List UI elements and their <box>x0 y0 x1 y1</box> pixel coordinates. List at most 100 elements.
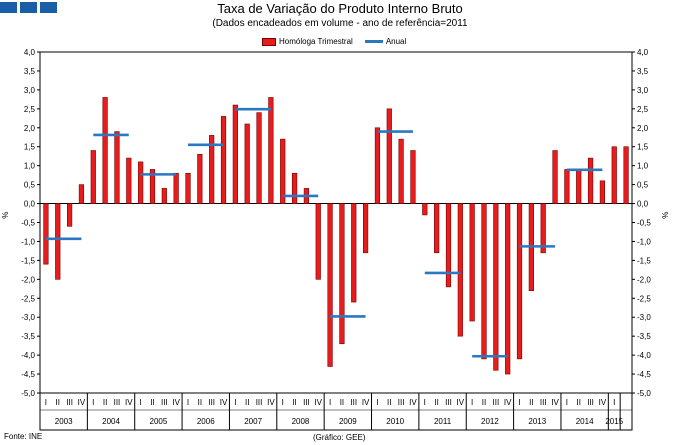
y-tick-label-right: -2,5 <box>637 294 651 303</box>
y-tick-label-left: -4,5 <box>21 370 35 379</box>
quarter-label: III <box>445 398 452 407</box>
year-label-2010: 2010 <box>386 417 404 426</box>
y-tick-label-left: 1,5 <box>24 143 36 152</box>
bar-q50 <box>623 146 629 204</box>
quarter-label: III <box>303 398 310 407</box>
y-tick-label-left: 0,0 <box>24 200 36 209</box>
quarter-label: III <box>161 398 168 407</box>
y-tick-label-left: 3,0 <box>24 86 36 95</box>
year-label-2012: 2012 <box>481 417 499 426</box>
quarter-label: III <box>66 398 73 407</box>
bar-q25 <box>327 203 333 367</box>
y-tick-label-right: 3,0 <box>637 86 649 95</box>
quarter-label: I <box>566 398 568 407</box>
bar-q30 <box>386 108 392 204</box>
quarter-label: I <box>518 398 520 407</box>
bar-q36 <box>457 203 463 337</box>
y-tick-label-right: -1,5 <box>637 256 651 265</box>
quarter-label: I <box>376 398 378 407</box>
quarter-label: IV <box>267 398 275 407</box>
bar-q38 <box>481 203 487 360</box>
legend-line-swatch <box>364 40 383 43</box>
bar-q13 <box>185 172 191 204</box>
bar-q31 <box>398 138 404 204</box>
quarter-label: III <box>256 398 263 407</box>
year-label-2013: 2013 <box>528 417 546 426</box>
y-tick-label-left: 2,0 <box>24 124 36 133</box>
bar-q20 <box>268 97 274 204</box>
quarter-label: I <box>471 398 473 407</box>
quarter-label: II <box>103 398 107 407</box>
y-tick-label-right: -1,0 <box>637 237 651 246</box>
y-tick-label-left: -3,0 <box>21 313 35 322</box>
y-tick-label-right: -3,5 <box>637 332 651 341</box>
quarter-label: I <box>424 398 426 407</box>
bar-q33 <box>422 203 428 216</box>
y-tick-label-left: -4,0 <box>21 351 35 360</box>
quarter-label: III <box>587 398 594 407</box>
quarter-label: II <box>482 398 486 407</box>
quarter-label: III <box>540 398 547 407</box>
bar-q7 <box>114 131 120 204</box>
bar-q16 <box>220 116 227 204</box>
quarter-label: I <box>187 398 189 407</box>
bar-q32 <box>410 150 416 204</box>
bar-q27 <box>351 203 357 303</box>
quarter-label: I <box>45 398 47 407</box>
quarter-label: I <box>613 398 615 407</box>
bar-q19 <box>256 112 262 204</box>
quarter-label: II <box>387 398 391 407</box>
quarter-label: III <box>350 398 357 407</box>
bar-q12 <box>173 172 179 204</box>
y-tick-label-right: 4,0 <box>637 48 649 57</box>
y-tick-label-left: -2,0 <box>21 275 35 284</box>
bar-q8 <box>126 157 132 204</box>
year-label-2015: 2015 <box>605 417 623 426</box>
year-label-2011: 2011 <box>434 417 452 426</box>
source-note: Fonte: INE <box>4 432 43 441</box>
year-label-2007: 2007 <box>244 417 262 426</box>
bar-q43 <box>540 203 546 254</box>
quarter-label: II <box>340 398 344 407</box>
bar-q4 <box>78 184 85 204</box>
bar-q34 <box>434 203 440 254</box>
year-label-2008: 2008 <box>292 417 310 426</box>
chart-subtitle: (Dados encadeados em volume - ano de ref… <box>212 18 468 29</box>
bar-q18 <box>244 123 250 204</box>
y-tick-label-left: -5,0 <box>21 389 35 398</box>
quarter-label: I <box>234 398 236 407</box>
bar-q26 <box>339 203 345 345</box>
chart-legend: Homóloga Trimestral Anual <box>262 37 406 46</box>
y-tick-label-left: 1,0 <box>24 162 36 171</box>
bar-q45 <box>564 169 570 204</box>
y-tick-label-right: 0,5 <box>637 181 649 190</box>
y-tick-label-right: 2,5 <box>637 105 649 114</box>
quarter-label: II <box>245 398 249 407</box>
quarter-label: IV <box>172 398 180 407</box>
quarter-label: III <box>208 398 215 407</box>
quarter-label: IV <box>220 398 228 407</box>
bar-q47 <box>587 157 594 204</box>
year-label-2014: 2014 <box>576 417 594 426</box>
quarter-label: II <box>198 398 202 407</box>
y-tick-label-left: -2,5 <box>21 294 35 303</box>
bar-q3 <box>67 203 73 227</box>
year-label-2009: 2009 <box>339 417 357 426</box>
y-tick-label-right: 3,5 <box>637 67 649 76</box>
bar-q48 <box>599 180 605 204</box>
quarter-label: I <box>329 398 331 407</box>
legend-bar-swatch <box>262 37 276 46</box>
y-axis-label-right: % <box>661 212 670 219</box>
legend-bar-label: Homóloga Trimestral <box>279 37 353 46</box>
y-tick-label-right: -3,0 <box>637 313 651 322</box>
bar-q9 <box>138 161 144 204</box>
y-tick-label-right: -4,5 <box>637 370 651 379</box>
bar-q15 <box>209 135 215 204</box>
y-tick-label-left: -1,5 <box>21 256 35 265</box>
y-tick-label-right: -5,0 <box>637 389 651 398</box>
quarter-label: IV <box>551 398 559 407</box>
y-tick-label-left: 2,5 <box>24 105 36 114</box>
quarter-label: IV <box>314 398 322 407</box>
bar-q29 <box>374 127 381 204</box>
